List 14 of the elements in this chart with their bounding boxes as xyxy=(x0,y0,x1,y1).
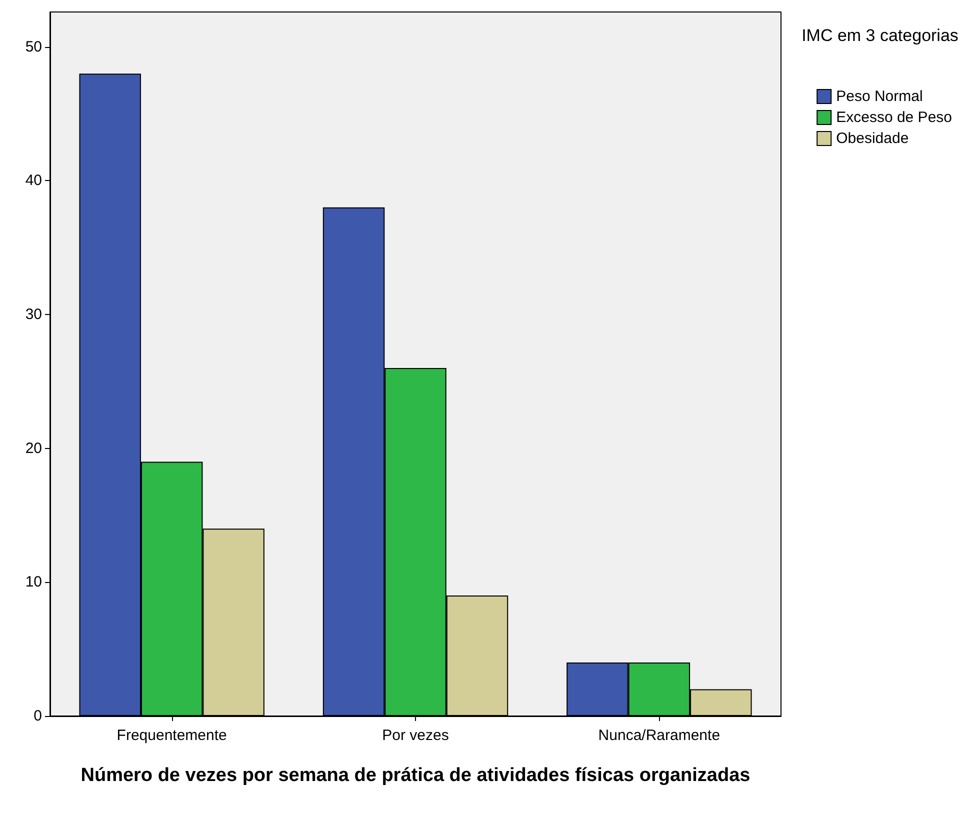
y-tick-label: 40 xyxy=(25,172,42,190)
y-tick-label: 0 xyxy=(34,708,42,724)
x-tick-label: Frequentemente xyxy=(116,727,227,744)
legend-label: Obesidade xyxy=(836,130,909,147)
y-tick-label: 10 xyxy=(25,574,42,591)
x-axis-title: Número de vezes por semana de prática de atividades físicas organizadas xyxy=(80,765,752,786)
legend-title: IMC em 3 categorias xyxy=(800,26,960,46)
x-tick-label: Nunca/Raramente xyxy=(598,727,720,744)
y-tick-label: 50 xyxy=(25,38,42,56)
legend-label: Excesso de Peso xyxy=(836,109,952,126)
legend-label: Peso Normal xyxy=(836,88,923,105)
y-tick-label: 30 xyxy=(25,306,42,323)
y-tick-label: 20 xyxy=(25,440,42,457)
x-tick-label: Por vezes xyxy=(382,727,449,744)
